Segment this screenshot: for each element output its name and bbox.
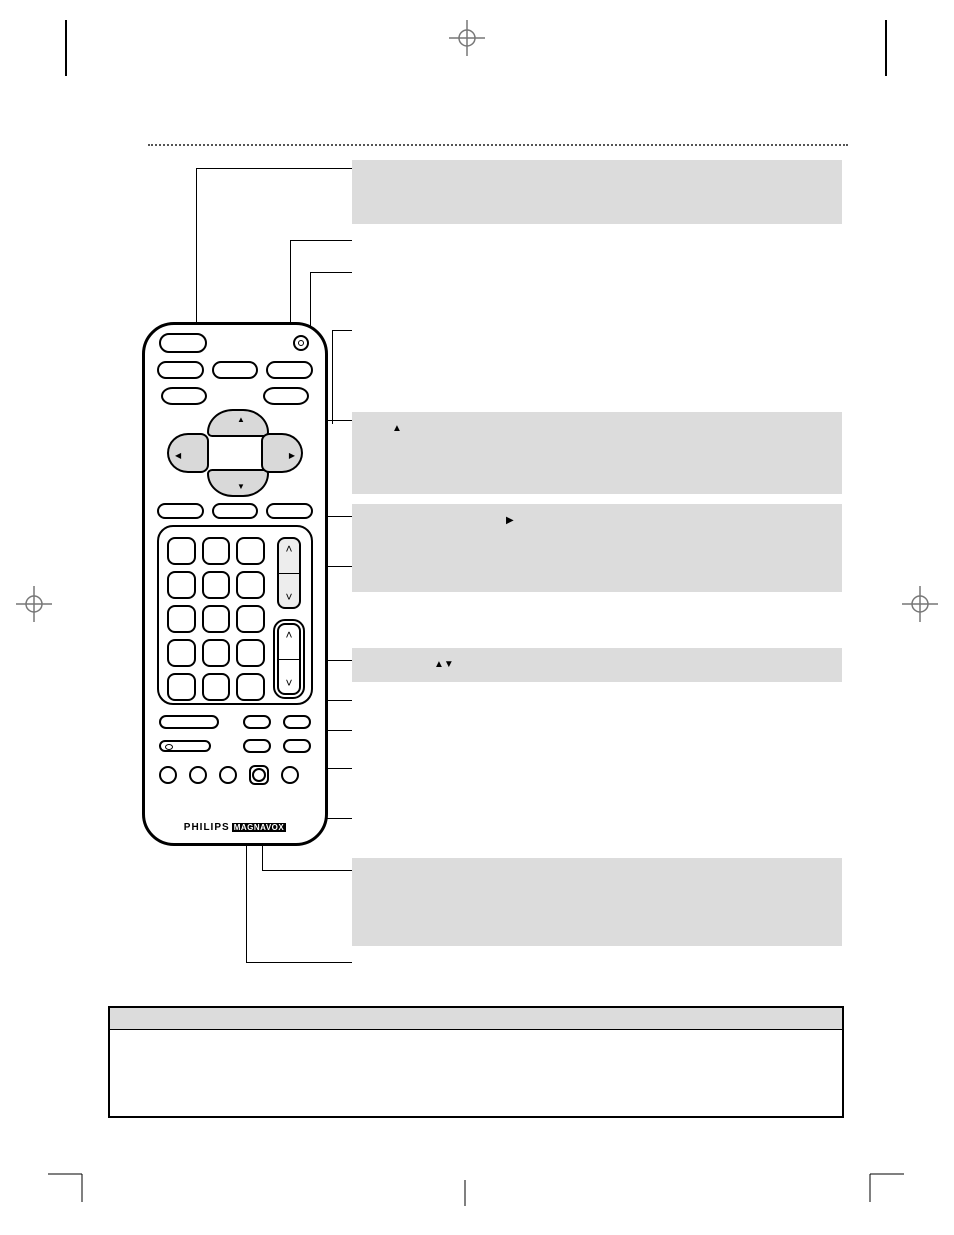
crop-mark-bottom-left (48, 1166, 88, 1210)
chevron-up-icon: ˄ (285, 629, 292, 641)
number-grid (167, 537, 265, 701)
leader-line (246, 962, 352, 963)
number-button (202, 537, 231, 565)
lower-row-2 (159, 739, 311, 753)
info-box-body (110, 1030, 842, 1116)
crop-mark-bottom-center (454, 1180, 476, 1210)
lower-row-3 (159, 765, 311, 785)
oval-button-left (161, 387, 207, 405)
small-button-1 (243, 715, 271, 729)
dpad-down: ▼ (207, 469, 269, 497)
leader-line (332, 330, 333, 424)
mode-row (157, 361, 313, 379)
sub-button-2 (212, 503, 259, 519)
brand-tag: MAGNAVOX (232, 823, 287, 832)
number-button (236, 673, 265, 701)
number-button (202, 673, 231, 701)
number-button (236, 639, 265, 667)
number-button (236, 605, 265, 633)
circle-button-3 (219, 766, 237, 784)
crop-mark-bottom-right (864, 1166, 904, 1210)
oval-row (161, 387, 309, 405)
page: ▲▶▲▼ ▲ ▼ ◀ ▶ (0, 0, 954, 1235)
leader-line (262, 870, 352, 871)
description-d12 (352, 810, 842, 832)
glyph-icon: ▶ (506, 515, 514, 526)
keypad-panel: ˄ ˅ ˄ ˅ (157, 525, 313, 705)
number-button (167, 673, 196, 701)
mode-button-3 (266, 361, 313, 379)
circle-button-5 (281, 766, 299, 784)
dpad-right: ▶ (261, 433, 303, 473)
small-button-3 (243, 739, 271, 753)
chevron-up-icon: ˄ (285, 543, 292, 555)
remote-illustration: ▲ ▼ ◀ ▶ ˄ ˅ (142, 322, 328, 850)
description-d1 (352, 160, 842, 224)
description-d3 (352, 268, 842, 290)
description-d10 (352, 724, 842, 746)
dotted-rule (148, 144, 848, 146)
description-d11 (352, 760, 842, 782)
volume-rocker: ˄ ˅ (275, 623, 303, 695)
sub-row (157, 503, 313, 519)
chevron-down-icon: ˅ (285, 677, 292, 689)
circle-button-2 (189, 766, 207, 784)
mode-button-2 (212, 361, 259, 379)
leader-line (196, 168, 197, 338)
registration-mark-right (902, 586, 938, 622)
description-d13 (352, 858, 842, 946)
glyph-icon: ▲▼ (434, 659, 454, 670)
number-button (167, 639, 196, 667)
description-d8: ▲▼ (352, 648, 842, 682)
brand-label: PHILIPSMAGNAVOX (145, 822, 325, 833)
led-indicator (293, 335, 309, 351)
oval-button-right (263, 387, 309, 405)
small-button-2 (283, 715, 311, 729)
description-d5: ▲ (352, 412, 842, 494)
remote-body: ▲ ▼ ◀ ▶ ˄ ˅ (142, 322, 328, 846)
crop-mark-top-right (872, 20, 902, 80)
number-button (202, 605, 231, 633)
description-d14 (352, 956, 842, 978)
info-box (108, 1006, 844, 1118)
description-d9 (352, 692, 842, 714)
number-button (202, 571, 231, 599)
description-d2 (352, 236, 842, 258)
crop-mark-top-left (52, 20, 82, 80)
lower-row-1 (159, 715, 311, 729)
description-d6: ▶ (352, 504, 842, 592)
leader-line (290, 240, 352, 241)
circle-button-4 (249, 765, 269, 785)
registration-mark-top (449, 20, 485, 56)
leader-line (332, 330, 352, 331)
number-button (167, 605, 196, 633)
number-button (236, 571, 265, 599)
dpad-left: ◀ (167, 433, 209, 473)
brand-name: PHILIPS (184, 822, 230, 833)
number-button (167, 571, 196, 599)
registration-mark-left (16, 586, 52, 622)
mode-button-1 (157, 361, 204, 379)
sub-button-1 (157, 503, 204, 519)
thin-button-1 (159, 740, 211, 752)
sub-button-3 (266, 503, 313, 519)
channel-rocker: ˄ ˅ (275, 537, 303, 609)
info-box-header (110, 1008, 842, 1030)
glyph-icon: ▲ (392, 423, 402, 434)
circle-button-1 (159, 766, 177, 784)
description-d7 (352, 602, 842, 638)
leader-line (310, 272, 352, 273)
number-button (236, 537, 265, 565)
dpad-up: ▲ (207, 409, 269, 437)
number-button (202, 639, 231, 667)
power-button (159, 333, 207, 353)
long-button-1 (159, 715, 219, 729)
description-d4 (352, 318, 842, 376)
chevron-down-icon: ˅ (285, 591, 292, 603)
dpad: ▲ ▼ ◀ ▶ (167, 409, 303, 497)
leader-line (196, 168, 352, 169)
number-button (167, 537, 196, 565)
small-button-4 (283, 739, 311, 753)
